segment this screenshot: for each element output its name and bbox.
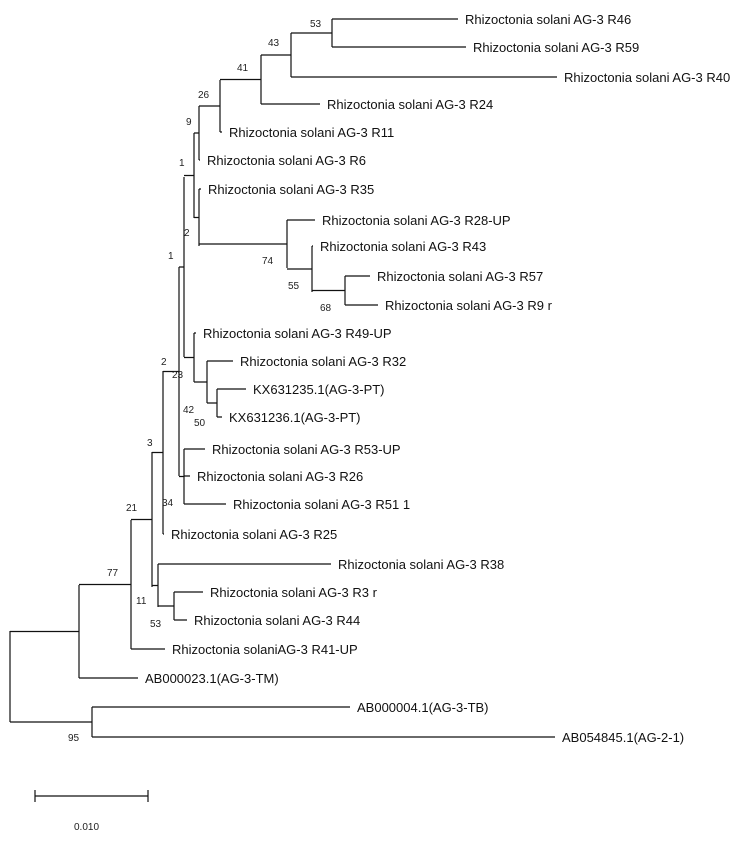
leaf-label: KX631236.1(AG-3-PT) <box>229 410 361 425</box>
leaf-label: Rhizoctonia solani AG-3 R38 <box>338 557 504 572</box>
bootstrap-value: 11 <box>136 596 147 607</box>
leaf-label: Rhizoctonia solani AG-3 R46 <box>465 12 631 27</box>
bootstrap-value: 53 <box>310 19 322 30</box>
bootstrap-value: 2 <box>184 228 190 239</box>
bootstrap-value: 2 <box>161 357 167 368</box>
bootstrap-value: 9 <box>186 117 192 128</box>
bootstrap-value: 74 <box>262 256 274 267</box>
leaf-label: Rhizoctonia solani AG-3 R9 r <box>385 298 553 313</box>
leaf-label: Rhizoctonia solani AG-3 R53-UP <box>212 442 401 457</box>
bootstrap-value: 53 <box>150 619 162 630</box>
leaf-label: Rhizoctonia solani AG-3 R26 <box>197 469 363 484</box>
leaf-label: Rhizoctonia solani AG-3 R11 <box>229 125 394 140</box>
scale-bar-label: 0.010 <box>74 822 99 833</box>
bootstrap-value: 68 <box>320 303 332 314</box>
branch-lines <box>9 18 557 738</box>
leaf-label: Rhizoctonia solani AG-3 R44 <box>194 613 360 628</box>
leaf-label: Rhizoctonia solani AG-3 R57 <box>377 269 543 284</box>
leaf-label: Rhizoctonia solani AG-3 R28-UP <box>322 213 511 228</box>
bootstrap-value: 50 <box>194 418 206 429</box>
bootstrap-value: 34 <box>162 498 174 509</box>
bootstrap-value: 1 <box>168 251 174 262</box>
bootstrap-value: 23 <box>172 370 184 381</box>
leaf-label: Rhizoctonia solaniAG-3 R41-UP <box>172 642 358 657</box>
bootstrap-value: 21 <box>126 503 138 514</box>
leaf-label: Rhizoctonia solani AG-3 R6 <box>207 153 366 168</box>
leaf-label: Rhizoctonia solani AG-3 R49-UP <box>203 326 392 341</box>
leaf-labels: Rhizoctonia solani AG-3 R46 Rhizoctonia s… <box>145 12 730 745</box>
bootstrap-value: 26 <box>198 90 210 101</box>
bootstrap-value: 55 <box>288 281 300 292</box>
leaf-label: Rhizoctonia solani AG-3 R35 <box>208 182 374 197</box>
leaf-label: Rhizoctonia solani AG-3 R51 1 <box>233 497 410 512</box>
scale-bar: 0.010 <box>34 790 149 833</box>
leaf-label: Rhizoctonia solani AG-3 R25 <box>171 527 337 542</box>
bootstrap-labels: 53 43 41 26 9 1 2 74 55 68 1 2 23 42 50 3 34 21 77 11 53 95 <box>68 19 332 744</box>
leaf-label: AB000004.1(AG-3-TB) <box>357 700 489 715</box>
tree-branches <box>9 18 557 738</box>
leaf-label: Rhizoctonia solani AG-3 R32 <box>240 354 406 369</box>
leaf-label: Rhizoctonia solani AG-3 R24 <box>327 97 493 112</box>
leaf-label: Rhizoctonia solani AG-3 R40 <box>564 70 730 85</box>
bootstrap-value: 43 <box>268 38 280 49</box>
leaf-label: KX631235.1(AG-3-PT) <box>253 382 385 397</box>
bootstrap-value: 42 <box>183 405 195 416</box>
bootstrap-value: 95 <box>68 733 80 744</box>
bootstrap-value: 3 <box>147 438 153 449</box>
leaf-label: Rhizoctonia solani AG-3 R59 <box>473 40 639 55</box>
bootstrap-value: 41 <box>237 63 249 74</box>
leaf-label: AB054845.1(AG-2-1) <box>562 730 684 745</box>
leaf-label: AB000023.1(AG-3-TM) <box>145 671 279 686</box>
bootstrap-value: 77 <box>107 568 119 579</box>
leaf-label: Rhizoctonia solani AG-3 R43 <box>320 239 486 254</box>
leaf-label: Rhizoctonia solani AG-3 R3 r <box>210 585 378 600</box>
bootstrap-value: 1 <box>179 158 185 169</box>
